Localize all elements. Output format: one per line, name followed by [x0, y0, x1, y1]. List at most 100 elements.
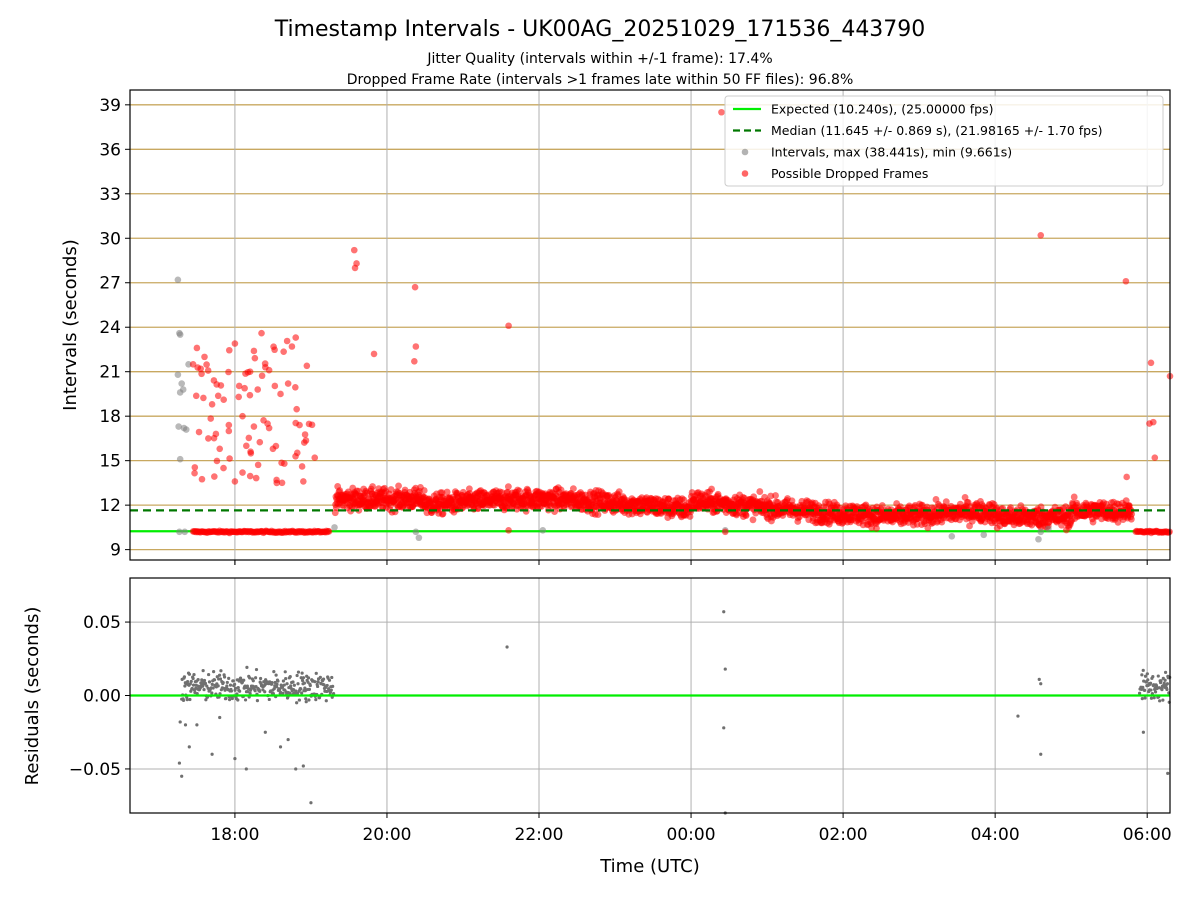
residual-point — [219, 669, 223, 673]
residual-point — [1160, 688, 1164, 692]
interval-point — [539, 527, 547, 534]
dropped-frame-point — [505, 322, 512, 330]
residuals-ytick-label: 0.05 — [83, 613, 121, 633]
intervals-panel: 9 12 15 18 21 24 27 30 33 36 39 Intervals (seconds… — [60, 89, 1174, 565]
dropped-frame-point — [772, 492, 779, 499]
residual-point — [1140, 673, 1144, 677]
residual-point — [251, 679, 255, 683]
dropped-frame-point — [292, 334, 300, 341]
residual-point — [1037, 677, 1041, 681]
interval-point — [175, 423, 182, 430]
residual-point — [299, 676, 303, 680]
residual-point — [300, 671, 304, 675]
dropped-frame-point — [191, 464, 199, 471]
residual-point — [238, 689, 242, 693]
interval-point — [174, 371, 182, 378]
dropped-frame-point — [258, 329, 265, 337]
residual-point — [228, 683, 233, 687]
legend-entry-label: Intervals, max (38.441s), min (9.661s) — [771, 145, 1012, 160]
dropped-frame-point — [615, 488, 623, 496]
dropped-frame-point — [198, 370, 205, 378]
intervals-ytick-label: 30 — [99, 229, 121, 249]
residual-point — [231, 679, 235, 683]
residual-point — [253, 689, 257, 693]
residual-point — [1141, 730, 1145, 734]
dropped-frame-point — [1089, 518, 1097, 526]
dropped-frame-point — [247, 449, 255, 457]
intervals-ytick-label: 24 — [99, 318, 121, 338]
residual-point — [181, 698, 186, 703]
intervals-ylabel: Intervals (seconds) — [60, 239, 81, 411]
dropped-frame-point — [243, 442, 250, 450]
residual-point — [276, 679, 280, 683]
intervals-ytick-label: 36 — [99, 140, 121, 160]
interval-point — [980, 531, 988, 539]
dropped-frame-point — [370, 350, 378, 358]
residual-point — [316, 684, 320, 689]
residual-point — [203, 681, 208, 685]
residual-point — [191, 676, 195, 681]
residual-point — [294, 767, 298, 771]
dropped-frame-point — [265, 424, 273, 432]
residual-point — [222, 675, 227, 679]
residual-point — [283, 670, 287, 674]
residual-point — [192, 672, 196, 677]
dropped-frame-point — [1037, 231, 1045, 239]
residual-point — [221, 680, 225, 685]
residual-point — [201, 669, 205, 673]
residuals-xtick-label: 06:00 — [1123, 825, 1172, 845]
residual-point — [301, 676, 306, 680]
residual-point — [263, 730, 267, 734]
dropped-frame-point — [387, 486, 395, 493]
dropped-frame-point — [1114, 518, 1122, 526]
interval-point — [1035, 535, 1042, 543]
dropped-frame-point — [873, 524, 880, 532]
residual-point — [274, 673, 278, 677]
dropped-frame-point — [1146, 420, 1153, 427]
interval-point — [331, 524, 338, 531]
dropped-frame-point — [411, 358, 418, 365]
residual-point — [216, 684, 220, 688]
dropped-frame-point — [235, 382, 243, 390]
dropped-frame-point — [443, 488, 451, 496]
dropped-frame-point — [301, 431, 309, 438]
residuals-xtick-label: 20:00 — [362, 825, 411, 845]
residual-point — [1158, 699, 1162, 703]
dropped-frame-point — [214, 392, 222, 400]
residuals-series — [130, 610, 1172, 815]
dropped-frame-point — [742, 512, 750, 520]
dropped-frame-point — [308, 421, 316, 429]
dropped-frame-point — [311, 454, 319, 461]
residual-point — [302, 681, 306, 685]
interval-point — [415, 534, 423, 542]
dropped-frame-point — [420, 487, 428, 494]
interval-point — [176, 331, 184, 338]
dropped-frame-point — [225, 421, 233, 429]
residual-point — [189, 679, 193, 684]
residual-point — [178, 720, 182, 724]
dropped-frame-point — [211, 473, 218, 480]
residual-point — [217, 673, 222, 677]
residual-point — [505, 645, 509, 649]
dropped-frame-point — [241, 384, 248, 392]
dropped-frame-point — [1147, 359, 1155, 367]
dropped-frame-point — [204, 367, 212, 374]
residual-point — [1162, 681, 1166, 685]
dropped-frame-point — [942, 498, 950, 506]
residual-point — [1152, 696, 1156, 700]
dropped-frame-point — [1037, 503, 1045, 511]
dropped-frame-point — [280, 348, 287, 355]
interval-point — [948, 532, 956, 540]
residual-point — [318, 675, 322, 679]
dropped-frame-point — [251, 354, 259, 362]
residual-point — [1163, 678, 1167, 682]
dropped-frame-point — [293, 449, 301, 457]
residual-point — [233, 686, 238, 690]
residual-point — [253, 676, 258, 680]
dropped-frame-point — [749, 516, 757, 524]
dropped-frame-point — [1122, 277, 1130, 285]
residual-point — [224, 696, 228, 701]
residual-point — [288, 691, 292, 696]
residual-point — [210, 752, 214, 756]
